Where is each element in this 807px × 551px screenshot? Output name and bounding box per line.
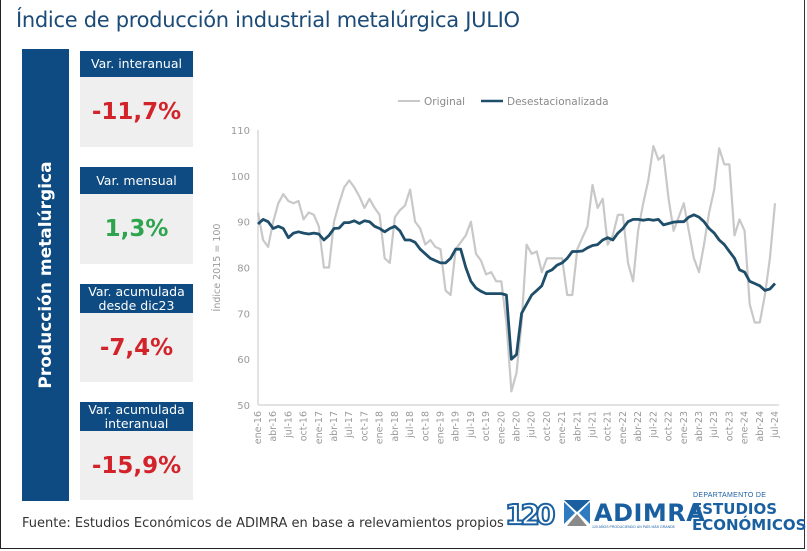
y-tick-label: 90 [237,218,250,229]
x-tick-label: abr-21 [572,411,583,442]
x-tick-label: jul-20 [527,411,538,439]
x-tick-label: oct-20 [542,411,553,441]
x-tick-label: jul-21 [588,411,599,439]
kpi-card-label: Var. acumulada desde dic23 [80,284,193,313]
x-tick-label: jul-18 [405,411,416,439]
kpi-card-var-acumulada-interanual: Var. acumulada interanual -15,9% [80,402,193,500]
x-tick-label: jul-23 [709,411,720,439]
series-desestacionalizada-line [257,213,777,361]
kpi-card-label: Var. interanual [80,51,193,77]
y-tick-label: 50 [237,401,250,412]
x-tick-label: jul-24 [770,411,781,439]
y-axis-label: Índice 2015 = 100 [211,224,223,312]
x-tick-label: ene-16 [253,411,264,444]
x-tick-label: abr-24 [755,411,766,442]
dept-line-1: ESTUDIOS [692,500,778,518]
x-tick-label: oct-19 [481,411,492,441]
adimra-logo-text: ADIMRA [594,499,706,527]
anniversary-120-logo: 120 [504,497,565,536]
y-tick-label: 110 [231,126,250,137]
kpi-card-value: -15,9% [80,431,193,500]
kpi-card-value: -11,7% [80,77,193,147]
x-tick-label: abr-19 [451,411,462,442]
kpi-card-value: 1,3% [80,194,193,264]
chart-legend: Original Desestacionalizada [398,96,609,108]
x-tick-label: abr-16 [268,411,279,442]
logo-120-text: 120 [505,498,555,531]
x-tick-label: jul-17 [344,411,355,439]
kpi-card-value: -7,4% [80,313,193,382]
y-axis-ticks: 50 60 70 80 90 100 110 [231,126,250,412]
y-tick-label: 80 [237,264,250,275]
x-tick-label: ene-21 [557,411,568,444]
y-tick-label: 60 [237,355,250,366]
x-tick-label: ene-19 [435,411,446,444]
x-tick-label: ene-23 [679,411,690,444]
x-tick-label: ene-17 [314,411,325,444]
x-tick-label: ene-22 [618,411,629,444]
y-tick-label: 100 [231,172,250,183]
chart-series [256,144,777,393]
x-tick-label: jul-19 [466,411,477,439]
dept-label: ESTUDIOS ECONÓMICOS [692,501,806,533]
adimra-tagline: 120 AÑOS PRODUCIENDO UN PAÍS MÁS GRANDE [592,525,675,529]
x-tick-label: jul-22 [648,411,659,439]
x-tick-label: abr-17 [329,411,340,442]
x-tick-label: abr-18 [390,411,401,442]
x-axis-ticks: ene-16 abr-16 jul-16 oct-16 ene-17 abr-17 jul-… [253,411,781,444]
x-tick-label: oct-18 [420,411,431,441]
side-label: Producción metalúrgica [35,161,56,389]
legend-desest-label: Desestacionalizada [507,96,609,108]
y-tick-label: 70 [237,309,250,320]
x-tick-label: ene-20 [496,411,507,444]
x-tick-label: ene-18 [375,411,386,444]
dept-line-2: ECONÓMICOS [692,516,807,534]
x-tick-label: oct-21 [603,411,614,441]
page-title: Índice de producción industrial metalúrg… [16,8,520,32]
adimra-emblem-icon [564,500,590,526]
kpi-card-var-acumulada-dic23: Var. acumulada desde dic23 -7,4% [80,284,193,382]
dept-label-small: DEPARTAMENTO DE [693,492,767,499]
source-note: Fuente: Estudios Económicos de ADIMRA en… [22,516,504,531]
x-tick-label: ene-24 [740,411,751,444]
legend-original-label: Original [424,96,465,108]
chart-container: Original Desestacionalizada Índice 2015 … [205,85,805,475]
x-tick-label: oct-22 [664,411,675,441]
kpi-card-var-interanual: Var. interanual -11,7% [80,51,193,147]
x-tick-label: oct-17 [359,411,370,441]
side-label-band: Producción metalúrgica [22,49,69,501]
x-tick-label: jul-16 [283,411,294,439]
x-tick-label: abr-20 [512,411,523,442]
logo-120-icon: 120 [504,497,560,532]
x-tick-label: oct-16 [299,411,310,441]
x-tick-label: oct-23 [724,411,735,441]
kpi-card-label: Var. acumulada interanual [80,402,193,431]
kpi-card-var-mensual: Var. mensual 1,3% [80,167,193,264]
series-original-line [256,144,777,393]
x-tick-label: abr-22 [633,411,644,442]
kpi-card-label: Var. mensual [80,167,193,194]
x-tick-label: abr-23 [694,411,705,442]
line-chart: Original Desestacionalizada Índice 2015 … [211,96,781,444]
